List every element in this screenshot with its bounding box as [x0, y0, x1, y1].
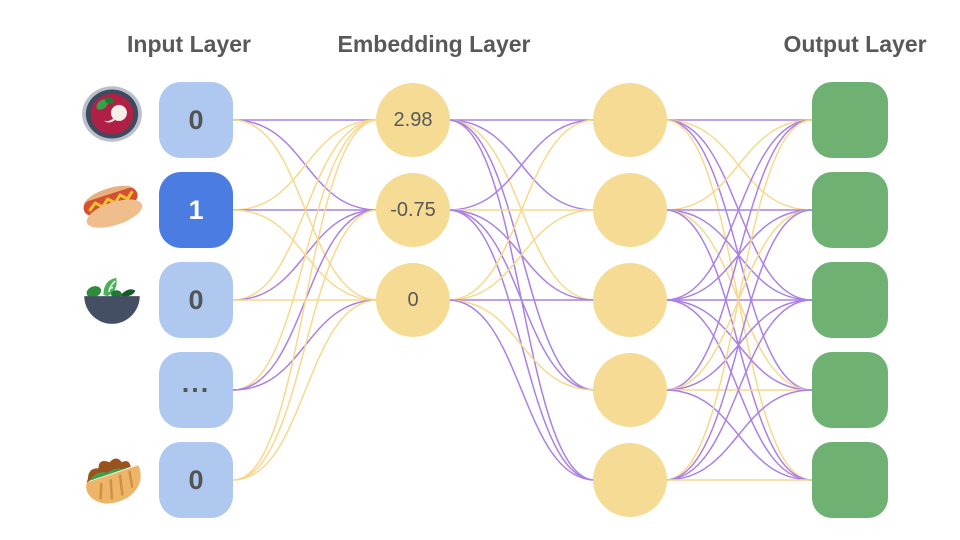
hidden-node-1: [593, 173, 667, 247]
embedding-node-1: -0.75: [376, 173, 450, 247]
input-node-value: 0: [188, 464, 204, 495]
input-node-1: 1: [159, 172, 233, 248]
hot-dog-icon: [83, 185, 143, 228]
embedding-node-value: 2.98: [393, 108, 433, 131]
input-node-value: 1: [188, 194, 204, 225]
input-node-value: 0: [188, 104, 204, 135]
input-node-0: 0: [159, 82, 233, 158]
green-salad-icon: [84, 277, 140, 324]
output-node-4: [812, 442, 888, 518]
input-node-3: ...: [159, 352, 233, 428]
input-node-value: 0: [188, 284, 204, 315]
embedding-node-value: 0: [407, 288, 419, 311]
embedding-node-0: 2.98: [376, 83, 450, 157]
hidden-node-4: [593, 443, 667, 517]
output-node-1: [812, 172, 888, 248]
output-node-3: [812, 352, 888, 428]
input-layer-title: Input Layer: [127, 31, 251, 57]
hidden-node-2: [593, 263, 667, 337]
hidden-node-0: [593, 83, 667, 157]
embedding-node-2: 0: [376, 263, 450, 337]
embedding-layer-title: Embedding Layer: [337, 31, 531, 57]
embedding-node-value: -0.75: [390, 198, 436, 221]
hidden-node-3: [593, 353, 667, 427]
input-node-value: ...: [181, 367, 211, 398]
output-layer-title: Output Layer: [783, 31, 927, 57]
output-node-0: [812, 82, 888, 158]
borscht-soup-icon: [82, 86, 142, 142]
output-node-2: [812, 262, 888, 338]
input-node-4: 0: [159, 442, 233, 518]
input-node-2: 0: [159, 262, 233, 338]
stuffed-flatbread-icon: [86, 458, 141, 504]
